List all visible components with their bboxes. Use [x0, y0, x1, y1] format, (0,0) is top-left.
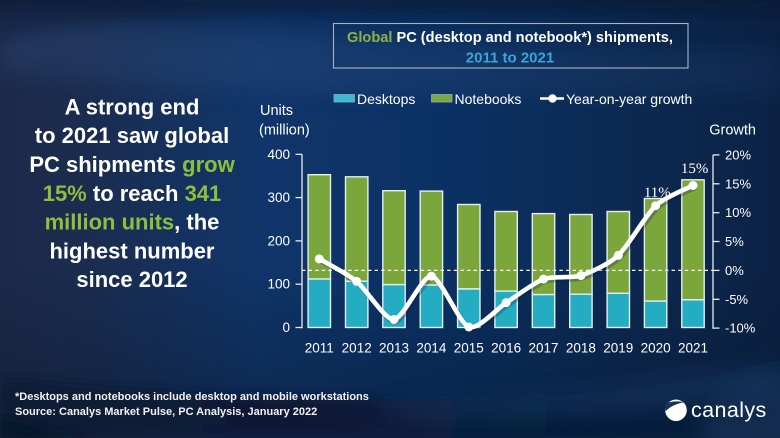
svg-text:2021: 2021 [678, 341, 708, 356]
svg-text:10%: 10% [725, 205, 751, 220]
svg-text:15%: 15% [725, 176, 751, 191]
svg-text:-5%: -5% [725, 292, 749, 307]
svg-text:*Desktops and notebooks includ: *Desktops and notebooks include desktop … [15, 391, 369, 403]
svg-text:million units, the: million units, the [45, 210, 220, 235]
svg-text:Units: Units [260, 103, 293, 119]
svg-text:2014: 2014 [416, 341, 447, 356]
svg-text:15% to reach 341: 15% to reach 341 [43, 181, 222, 206]
svg-text:0: 0 [282, 320, 290, 335]
svg-text:Year-on-year growth: Year-on-year growth [566, 91, 692, 107]
svg-text:20%: 20% [725, 147, 751, 162]
svg-text:2015: 2015 [454, 341, 484, 356]
svg-text:400: 400 [267, 147, 290, 162]
svg-text:Desktops: Desktops [357, 91, 415, 107]
svg-text:5%: 5% [725, 234, 744, 249]
svg-text:PC shipments grow: PC shipments grow [29, 152, 235, 177]
svg-text:2018: 2018 [566, 341, 596, 356]
svg-text:(million): (million) [259, 123, 310, 139]
svg-text:2012: 2012 [342, 341, 372, 356]
svg-text:canalys: canalys [691, 398, 767, 422]
svg-text:2020: 2020 [641, 341, 671, 356]
svg-text:2019: 2019 [603, 341, 633, 356]
svg-text:highest number: highest number [49, 238, 214, 263]
svg-text:100: 100 [267, 277, 290, 292]
svg-text:since 2012: since 2012 [76, 267, 187, 292]
svg-text:A strong end: A strong end [65, 95, 200, 120]
svg-text:Source: Canalys Market Pulse,: Source: Canalys Market Pulse, PC Analysi… [15, 406, 317, 418]
svg-text:200: 200 [267, 233, 290, 248]
svg-text:2016: 2016 [491, 341, 521, 356]
svg-text:11%: 11% [644, 185, 671, 201]
svg-text:2011: 2011 [305, 341, 334, 356]
svg-text:Growth: Growth [709, 123, 756, 139]
svg-text:15%: 15% [681, 161, 709, 177]
svg-text:to 2021 saw global: to 2021 saw global [35, 123, 229, 148]
svg-text:300: 300 [267, 190, 290, 205]
svg-text:0%: 0% [725, 263, 744, 278]
svg-text:2011 to 2021: 2011 to 2021 [466, 49, 554, 66]
svg-text:Notebooks: Notebooks [455, 91, 522, 107]
svg-text:2013: 2013 [379, 341, 409, 356]
svg-text:Global PC (desktop and noteboo: Global PC (desktop and notebook*) shipme… [347, 30, 673, 46]
svg-text:2017: 2017 [528, 341, 558, 356]
svg-text:-10%: -10% [725, 321, 756, 336]
